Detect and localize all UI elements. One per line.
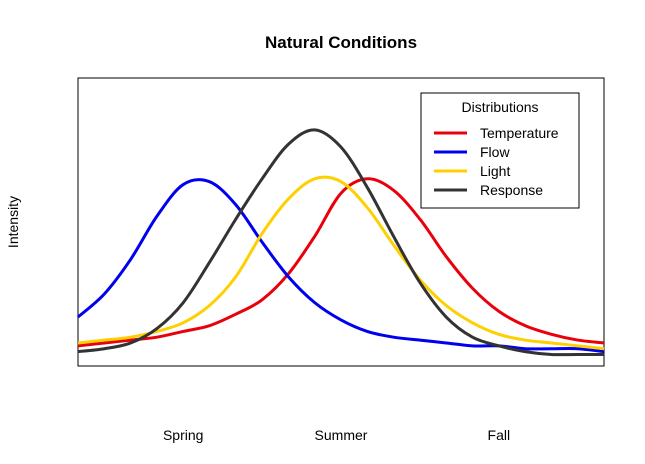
y-axis-label: Intensity [5, 196, 21, 248]
series-line-response [77, 128, 604, 357]
chart-title: Natural Conditions [265, 33, 417, 52]
legend-label-response: Response [480, 182, 543, 198]
legend-label-light: Light [480, 163, 510, 179]
legend-items: Temperature Flow Light Response [434, 125, 559, 198]
plot-frame [77, 77, 605, 367]
series-line-flow [77, 178, 605, 354]
series-layer [77, 128, 605, 357]
legend: Distributions Temperature Flow Light Respon… [420, 92, 580, 209]
legend-title: Distributions [461, 99, 538, 115]
x-tick-label: Summer [315, 427, 368, 443]
x-tick-label: Spring [163, 427, 203, 443]
legend-label-temperature: Temperature [480, 125, 559, 141]
series-line-light [77, 175, 605, 351]
x-tick-labels: Spring Summer Fall [163, 427, 510, 443]
series-line-temperature [77, 177, 605, 348]
x-tick-label: Fall [488, 427, 511, 443]
legend-label-flow: Flow [480, 144, 510, 160]
